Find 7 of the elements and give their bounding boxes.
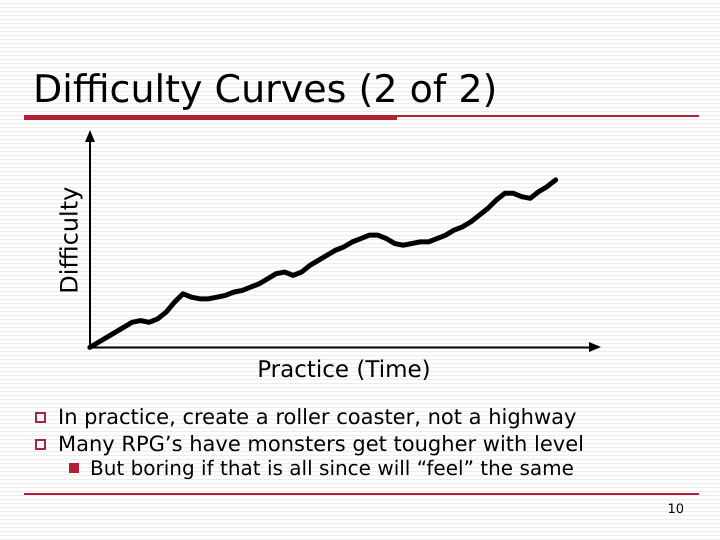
text: Many RPG’s have monsters get tougher with level [58, 432, 584, 456]
chart-title: Difficulty Curves (2 of 2) [33, 67, 498, 111]
text: 10 [667, 502, 684, 517]
y-axis-title: Difficulty [56, 186, 84, 294]
text: But boring if that is all since will “feel” the same [90, 456, 574, 480]
x-axis-title: Practice (Time) [257, 357, 431, 384]
text: In practice, create a roller coaster, not a highway [58, 405, 576, 429]
